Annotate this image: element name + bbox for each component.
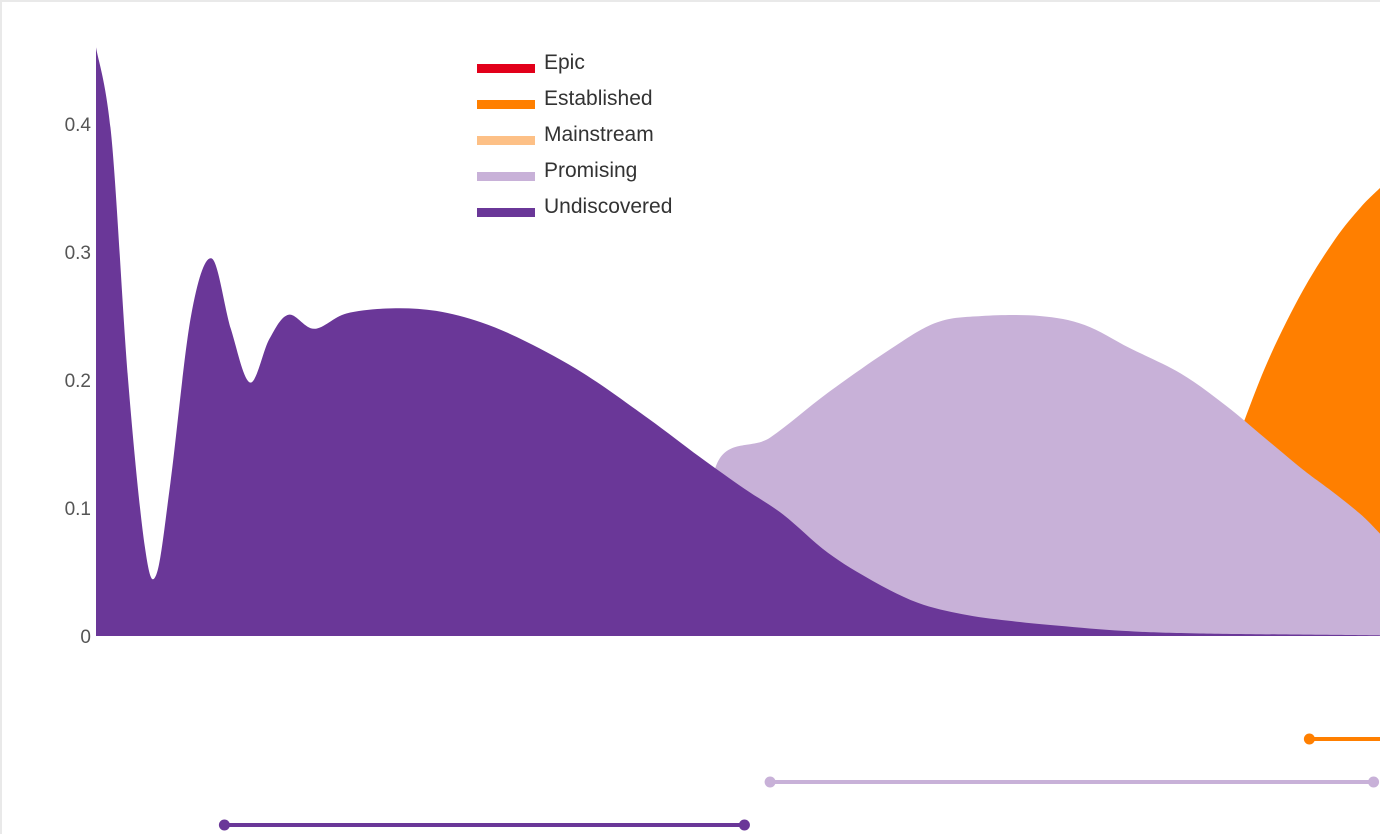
range-endpoint-promising — [1368, 776, 1380, 788]
range-endpoint-established — [1303, 733, 1315, 745]
legend-label-promising: Promising — [544, 159, 637, 182]
area-promising — [709, 315, 1380, 636]
range-endpoint-undiscovered — [738, 819, 750, 831]
y-tick-label: 0.1 — [65, 499, 91, 520]
legend-label-undiscovered: Undiscovered — [544, 195, 672, 218]
legend-swatch-mainstream — [477, 136, 535, 145]
legend-label-epic: Epic — [544, 51, 585, 74]
y-tick-label: 0.4 — [65, 115, 92, 136]
legend: Epic Established Mainstream Promising Undisc… — [477, 51, 672, 218]
area-undiscovered — [96, 47, 1380, 636]
area-layer — [96, 47, 1380, 636]
y-axis: 0 0.1 0.2 0.3 0.4 — [65, 115, 92, 648]
range-endpoint-promising — [764, 776, 776, 788]
legend-label-established: Established — [544, 87, 653, 110]
legend-swatch-promising — [477, 172, 535, 181]
legend-label-mainstream: Mainstream — [544, 123, 654, 146]
range-endpoint-undiscovered — [218, 819, 230, 831]
y-tick-label: 0.3 — [65, 243, 91, 264]
y-tick-label: 0.2 — [65, 371, 91, 392]
range-bars — [218, 733, 1380, 831]
legend-swatch-established — [477, 100, 535, 109]
legend-swatch-undiscovered — [477, 208, 535, 217]
y-tick-label: 0 — [80, 627, 91, 648]
legend-swatch-epic — [477, 64, 535, 73]
